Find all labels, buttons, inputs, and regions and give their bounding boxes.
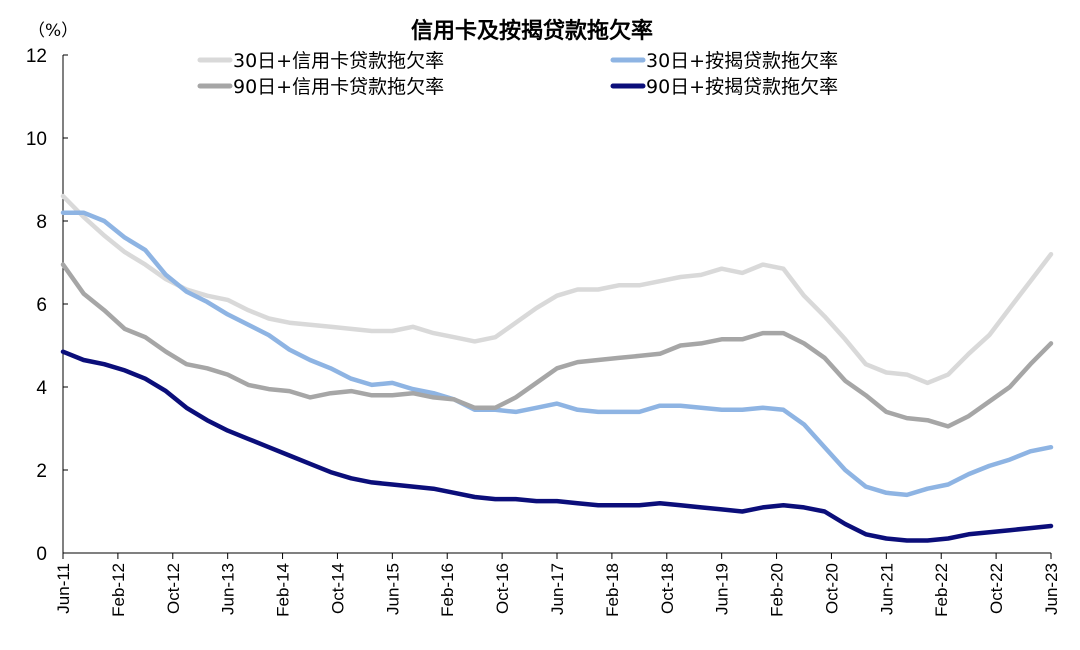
x-tick-label: Feb-14 bbox=[274, 563, 293, 617]
series-line-1 bbox=[60, 193, 1054, 386]
y-tick-label: 10 bbox=[26, 129, 47, 150]
y-tick-label: 6 bbox=[36, 295, 47, 316]
x-tick-label: Jun-23 bbox=[1042, 563, 1061, 615]
x-tick-label: Feb-22 bbox=[932, 563, 951, 617]
x-tick-label: Oct-16 bbox=[493, 563, 512, 614]
y-tick-label: 4 bbox=[36, 378, 47, 399]
x-tick-label: Jun-15 bbox=[383, 563, 402, 615]
y-unit-label: （%） bbox=[28, 21, 78, 41]
legend-label-1: 30日+信用卡贷款拖欠率 bbox=[233, 50, 444, 72]
series-line-3 bbox=[60, 262, 1054, 429]
chart-title: 信用卡及按揭贷款拖欠率 bbox=[411, 18, 653, 44]
axes: 0 2 4 6 8 10 12 Jun-11 Feb-12 Oct-12 Jun-13 Feb-14 O… bbox=[26, 46, 1061, 617]
y-tick-label: 12 bbox=[26, 46, 47, 67]
y-tick-label: 2 bbox=[36, 461, 47, 482]
legend-label-4: 90日+按揭贷款拖欠率 bbox=[646, 76, 838, 98]
x-tick-label: Jun-19 bbox=[713, 563, 732, 615]
x-tick-label: Oct-14 bbox=[328, 563, 347, 614]
x-tick-label: Feb-12 bbox=[109, 563, 128, 617]
series-line-4 bbox=[60, 349, 1054, 543]
x-tick-label: Feb-20 bbox=[768, 563, 787, 617]
series-line-2 bbox=[60, 210, 1054, 498]
series-group bbox=[60, 193, 1054, 543]
x-tick-label: Oct-20 bbox=[822, 563, 841, 614]
x-tick-label: Jun-13 bbox=[219, 563, 238, 615]
x-tick-label: Jun-21 bbox=[877, 563, 896, 615]
x-tick-label: Feb-18 bbox=[603, 563, 622, 617]
x-tick-label: Jun-11 bbox=[54, 563, 73, 614]
x-tick-label: Oct-18 bbox=[658, 563, 677, 614]
y-tick-label: 8 bbox=[36, 212, 47, 233]
legend: 30日+信用卡贷款拖欠率 30日+按揭贷款拖欠率 90日+信用卡贷款拖欠率 90… bbox=[197, 50, 838, 98]
y-tick-label: 0 bbox=[36, 544, 47, 565]
x-tick-label: Jun-17 bbox=[548, 563, 567, 615]
legend-label-2: 30日+按揭贷款拖欠率 bbox=[646, 50, 838, 72]
x-tick-label: Oct-22 bbox=[987, 563, 1006, 614]
legend-label-3: 90日+信用卡贷款拖欠率 bbox=[233, 76, 444, 98]
x-tick-label: Oct-12 bbox=[164, 563, 183, 614]
x-tick-label: Feb-16 bbox=[438, 563, 457, 617]
